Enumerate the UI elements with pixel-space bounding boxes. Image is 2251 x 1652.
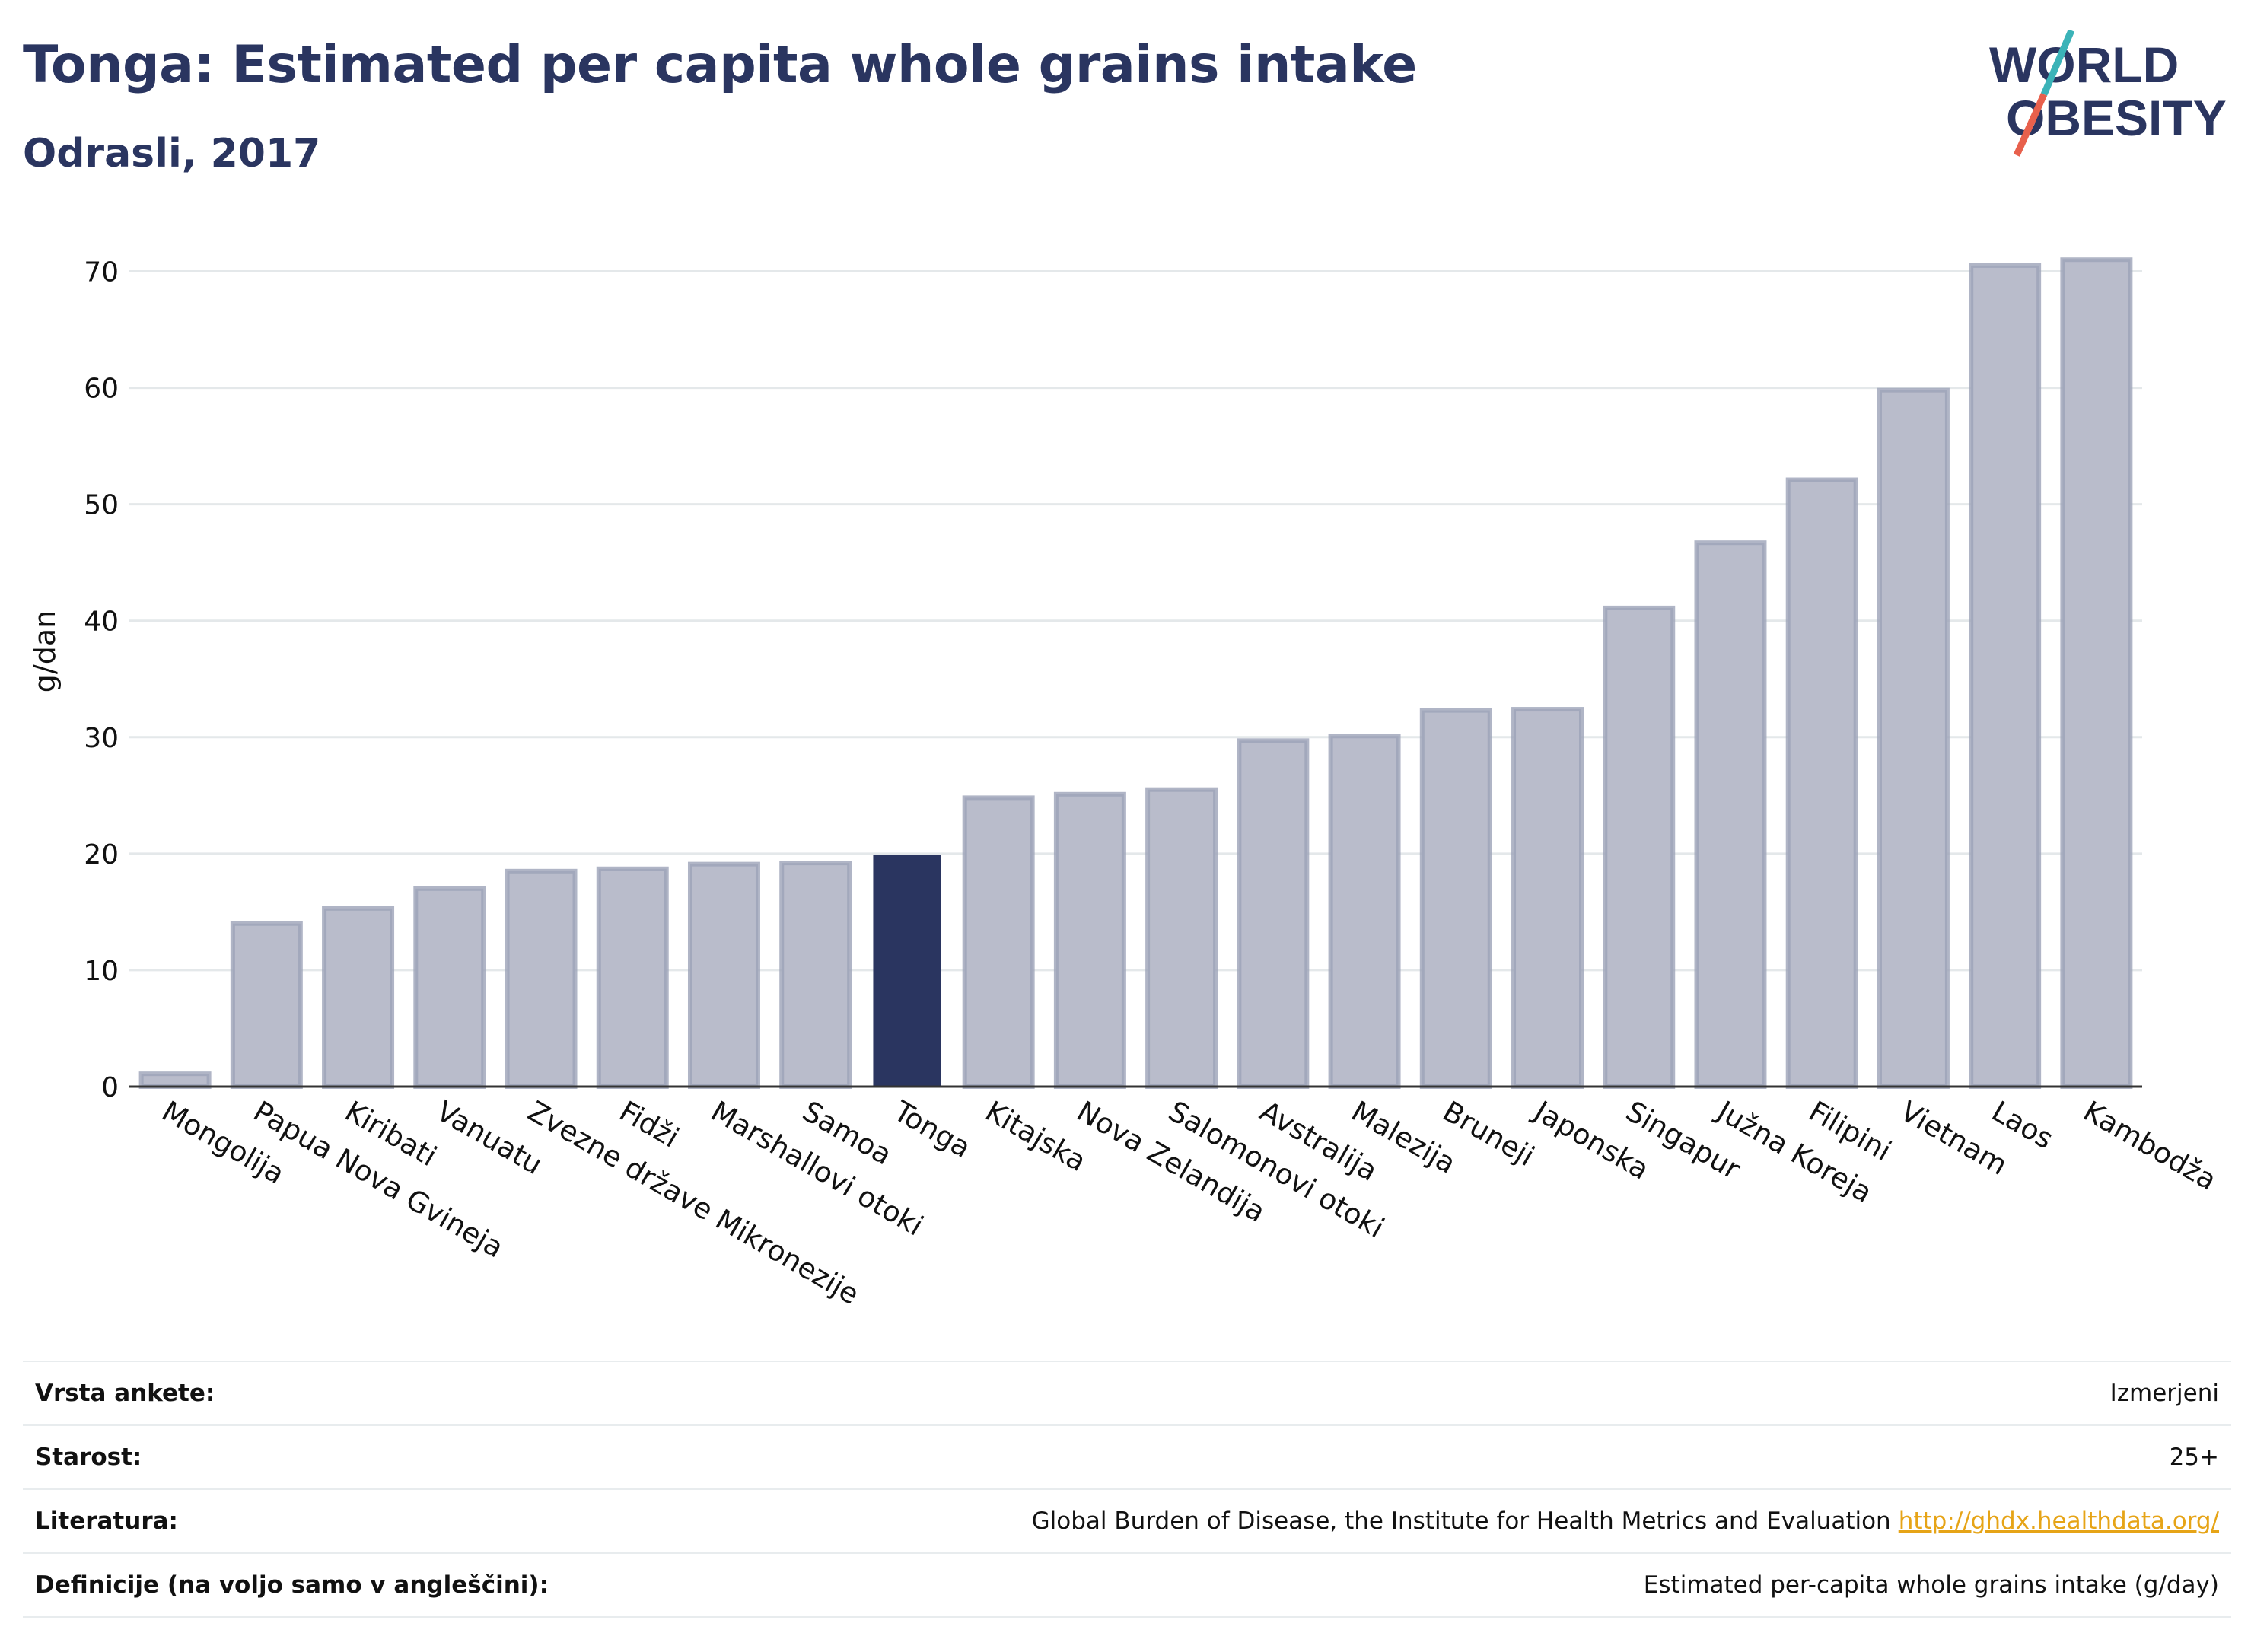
info-value: Izmerjeni [2109, 1380, 2219, 1407]
y-tick-label: 40 [84, 606, 119, 638]
y-tick-label: 30 [84, 723, 119, 754]
bar[interactable] [413, 886, 486, 1089]
bar[interactable] [779, 861, 852, 1090]
info-table: Vrsta ankete: Izmerjeni Starost: 25+ Lit… [23, 1361, 2231, 1618]
world-obesity-logo[interactable]: WORLD OBESITY [1986, 30, 2237, 160]
bar[interactable] [1145, 787, 1218, 1090]
logo-slash-teal [2040, 30, 2075, 96]
info-row-references: Literatura: Global Burden of Disease, th… [23, 1488, 2231, 1552]
chart-title: Tonga: Estimated per capita whole grains… [23, 35, 1417, 95]
info-value: Estimated per-capita whole grains intake… [1643, 1571, 2219, 1599]
bar[interactable] [1785, 477, 1858, 1089]
chart-subtitle: Odrasli, 2017 [23, 131, 321, 177]
info-value: 25+ [2169, 1444, 2219, 1471]
info-label: Vrsta ankete: [35, 1380, 215, 1407]
bar[interactable] [1237, 738, 1310, 1090]
y-tick-label: 20 [84, 839, 119, 871]
bar[interactable] [1694, 540, 1767, 1089]
logo-text-world: WORLD [1989, 37, 2179, 93]
reference-link[interactable]: http://ghdx.healthdata.org/ [1898, 1507, 2219, 1535]
bar[interactable] [596, 866, 669, 1090]
info-label: Literatura: [35, 1507, 178, 1535]
bar-highlight[interactable] [873, 855, 941, 1087]
x-tick-label: Vanuatu [431, 1095, 548, 1182]
y-tick-label: 60 [84, 374, 119, 405]
bar[interactable] [1419, 708, 1492, 1089]
info-label: Definicije (na voljo samo v angleščini): [35, 1571, 549, 1599]
y-tick-label: 50 [84, 490, 119, 521]
x-tick-label: Kambodža [2077, 1095, 2222, 1197]
bar[interactable] [1877, 387, 1950, 1089]
x-tick-label: Tonga [888, 1094, 976, 1164]
logo-slash-coral [2013, 93, 2048, 157]
bar[interactable] [230, 921, 303, 1089]
info-value-references: Global Burden of Disease, the Institute … [1032, 1507, 2219, 1535]
info-row-definitions: Definicije (na voljo samo v angleščini):… [23, 1552, 2231, 1618]
y-tick-label: 70 [84, 257, 119, 288]
bar[interactable] [687, 861, 760, 1090]
info-row-survey-type: Vrsta ankete: Izmerjeni [23, 1361, 2231, 1424]
y-tick-label: 10 [84, 956, 119, 987]
bar[interactable] [1969, 263, 2042, 1089]
bar[interactable] [1053, 791, 1126, 1089]
bar[interactable] [1328, 734, 1401, 1089]
bar-layer [138, 257, 2133, 1090]
y-axis-label: g/dan [28, 610, 62, 692]
bar[interactable] [1603, 605, 1676, 1089]
bar[interactable] [1511, 707, 1584, 1090]
bar[interactable] [505, 868, 578, 1089]
reference-text: Global Burden of Disease, the Institute … [1031, 1507, 1891, 1535]
y-tick-label: 0 [101, 1072, 119, 1103]
x-tick-label: Kitajska [980, 1095, 1092, 1179]
bar[interactable] [138, 1071, 212, 1090]
info-row-age: Starost: 25+ [23, 1424, 2231, 1488]
bar[interactable] [322, 906, 395, 1089]
info-label: Starost: [35, 1444, 142, 1471]
bar[interactable] [2060, 257, 2133, 1089]
bar[interactable] [962, 795, 1035, 1089]
